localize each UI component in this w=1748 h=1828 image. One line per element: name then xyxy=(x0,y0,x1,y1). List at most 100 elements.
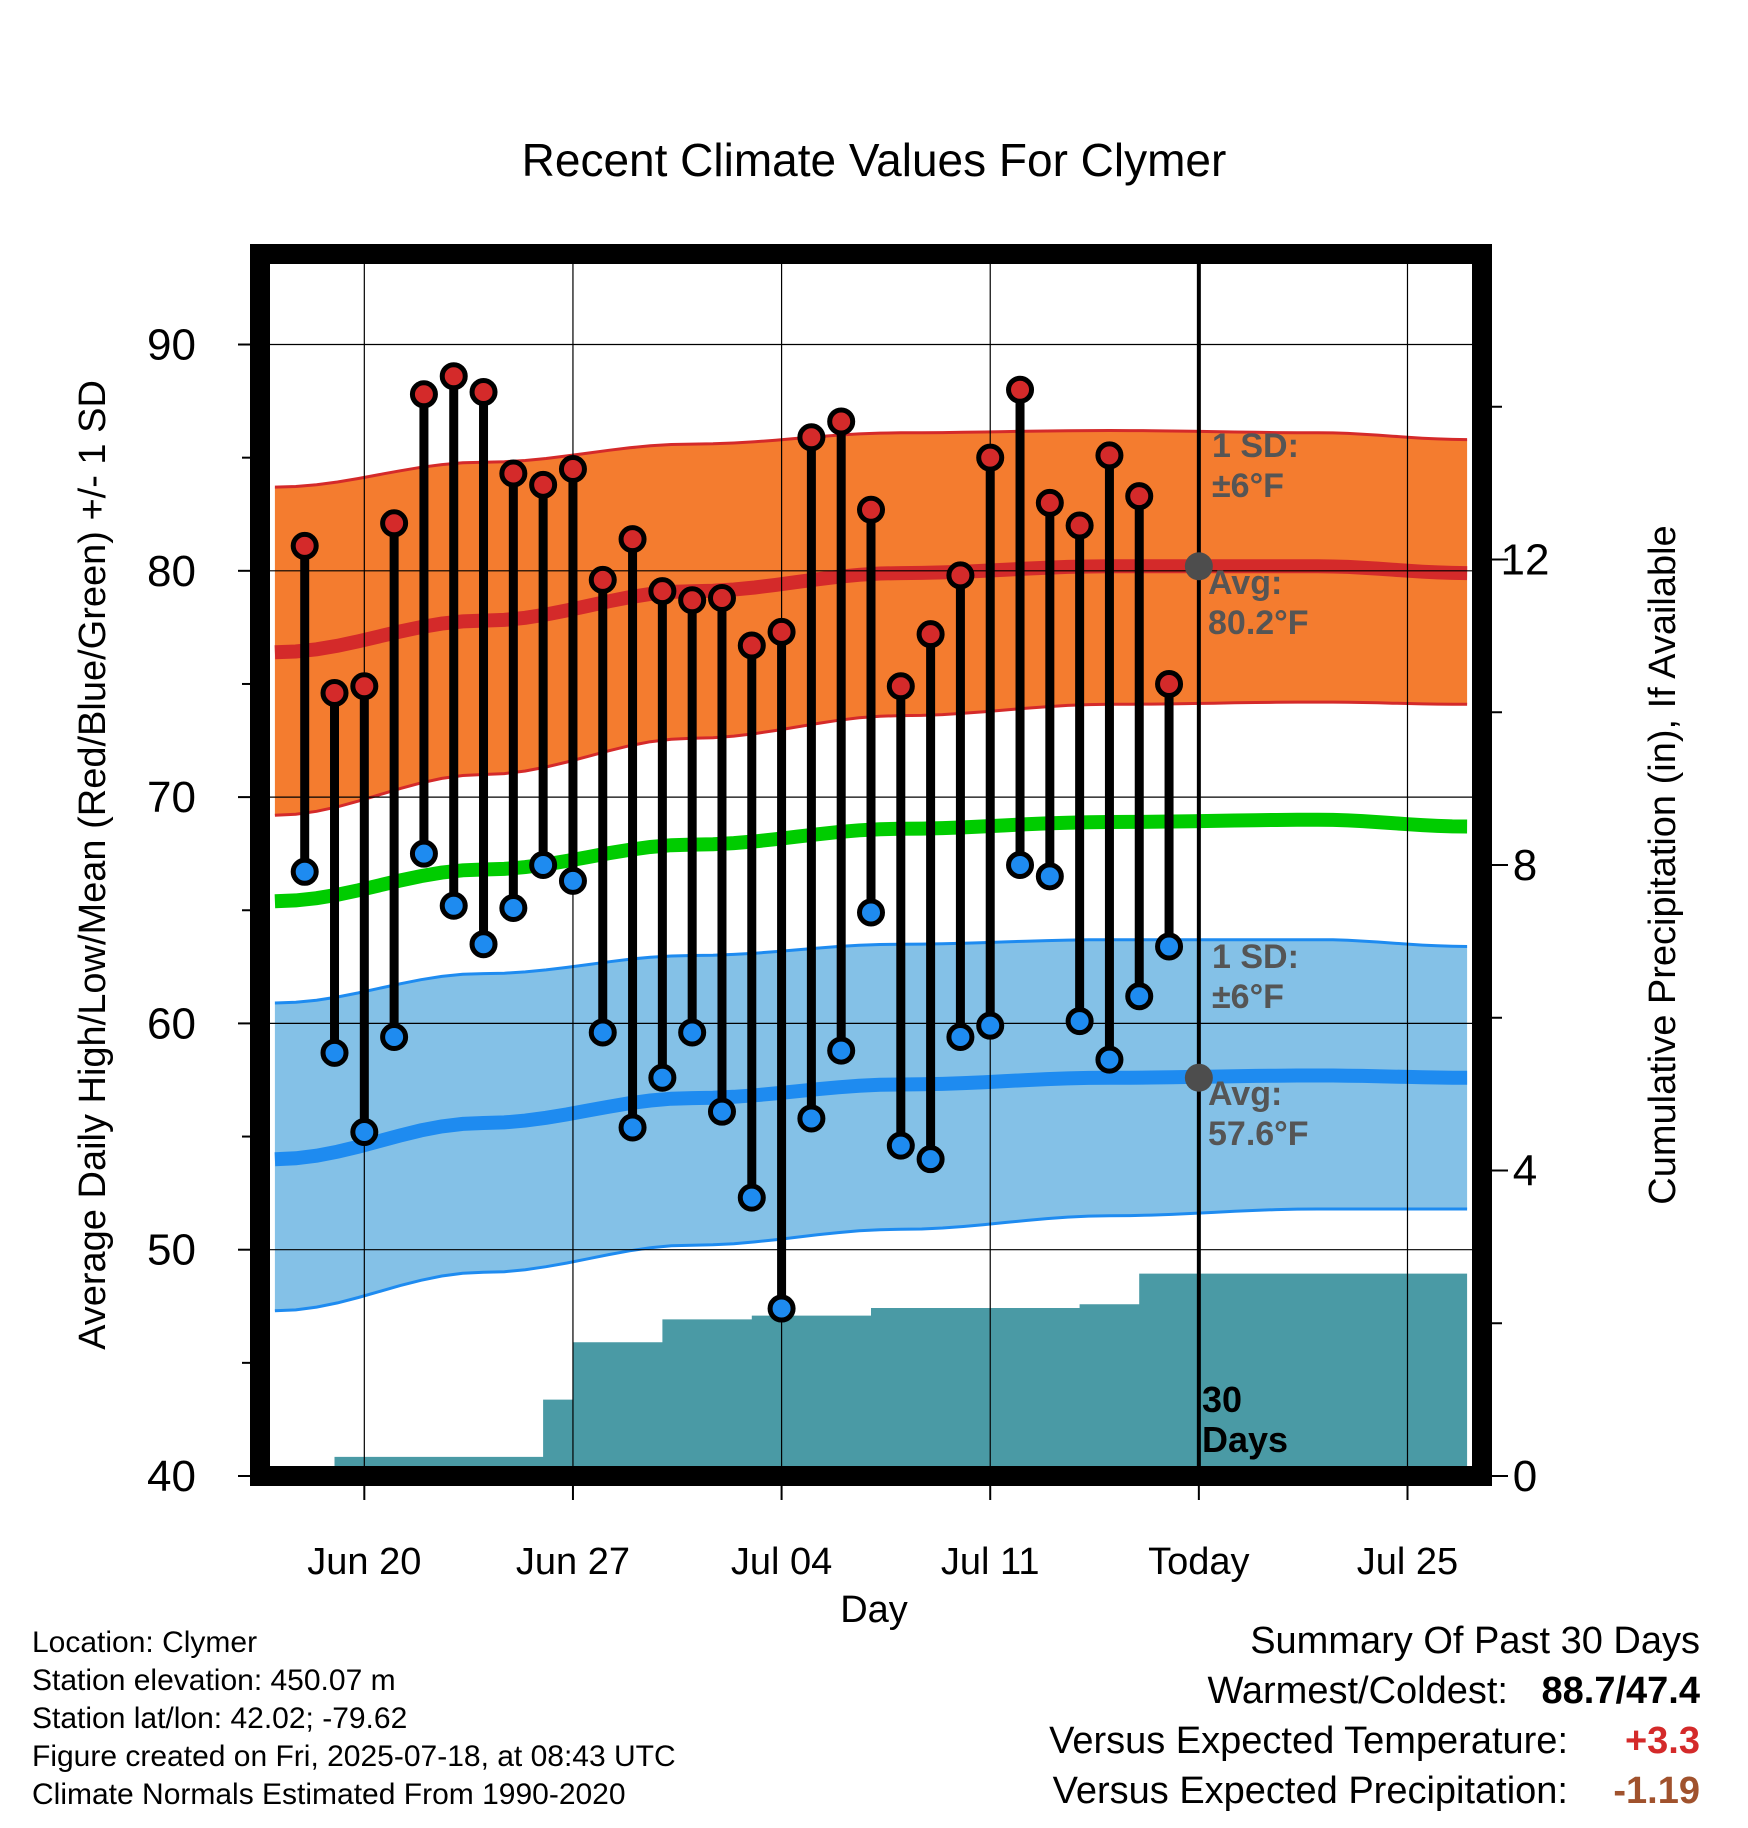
x-axis-label: Day xyxy=(840,1589,908,1631)
low-point xyxy=(499,893,528,922)
low-point xyxy=(1155,932,1184,961)
low-sd-lower-line xyxy=(274,1207,1468,1313)
low-point xyxy=(618,1113,647,1142)
high-point xyxy=(558,454,587,483)
low-point xyxy=(1035,862,1064,891)
y2-tick-label: 4 xyxy=(1513,1147,1537,1196)
high-point xyxy=(767,617,796,646)
low-point xyxy=(827,1036,856,1065)
y2-tick-label: 12 xyxy=(1501,536,1550,585)
y2-tick-label: 8 xyxy=(1513,841,1537,890)
y-axis-label: Average Daily High/Low/Mean (Red/Blue/Gr… xyxy=(72,380,114,1350)
high-sd-value: ±6°F xyxy=(1212,467,1284,505)
y-tick-label: 80 xyxy=(147,547,196,596)
high-point xyxy=(1095,441,1124,470)
high-point xyxy=(737,631,766,660)
low-point xyxy=(290,857,319,886)
low-sd-label: 1 SD: xyxy=(1212,938,1299,976)
low-point xyxy=(857,898,885,927)
high-point xyxy=(439,362,468,391)
info-elevation: Station elevation: 450.07 m xyxy=(32,1664,396,1697)
low-avg-value: 57.6°F xyxy=(1208,1115,1309,1153)
summary-precip-value: -1.19 xyxy=(1613,1770,1700,1812)
high-point xyxy=(976,443,1005,472)
low-point xyxy=(678,1018,707,1047)
low-point xyxy=(558,866,587,895)
low-point xyxy=(737,1183,766,1212)
window-label-number: 30 xyxy=(1202,1379,1242,1420)
low-point xyxy=(469,930,498,959)
high-point xyxy=(648,577,677,606)
high-point xyxy=(1155,669,1184,698)
high-point xyxy=(320,679,349,708)
y-tick-label: 90 xyxy=(147,321,196,370)
summary-title: Summary Of Past 30 Days xyxy=(1250,1620,1700,1662)
high-avg-value: 80.2°F xyxy=(1208,604,1309,642)
high-point xyxy=(1035,488,1064,517)
y2-tick-label: 0 xyxy=(1513,1452,1537,1501)
high-point xyxy=(707,583,736,612)
high-point xyxy=(857,495,885,524)
high-point xyxy=(678,586,707,615)
low-point xyxy=(409,839,438,868)
high-point xyxy=(529,470,558,499)
y-tick-label: 70 xyxy=(147,773,196,822)
high-point xyxy=(469,378,498,407)
high-point xyxy=(1065,511,1094,540)
high-point xyxy=(350,672,379,701)
low-point xyxy=(797,1104,826,1133)
low-point xyxy=(588,1018,617,1047)
low-avg-label: Avg: xyxy=(1208,1075,1282,1113)
x-tick-label: Jul 11 xyxy=(941,1541,1040,1583)
low-point xyxy=(529,851,558,879)
info-location: Location: Clymer xyxy=(32,1626,258,1659)
window-label-days: Days xyxy=(1202,1419,1288,1460)
high-point xyxy=(1125,482,1154,511)
y-tick-label: 60 xyxy=(147,999,196,1048)
low-point xyxy=(380,1022,409,1051)
high-point xyxy=(827,407,856,436)
high-avg-label: Avg: xyxy=(1208,564,1282,602)
summary-warm-cold-label: Warmest/Coldest: xyxy=(1207,1670,1508,1712)
today-high-avg-marker xyxy=(1184,552,1213,581)
low-point xyxy=(916,1145,945,1174)
low-point xyxy=(1095,1045,1124,1074)
x-tick-label: Jul 25 xyxy=(1357,1541,1458,1583)
low-point xyxy=(320,1038,349,1067)
summary-temp-value: +3.3 xyxy=(1624,1720,1700,1762)
y-tick-label: 50 xyxy=(147,1226,196,1275)
high-point xyxy=(499,459,528,488)
high-point xyxy=(1006,375,1035,404)
low-point xyxy=(767,1294,796,1323)
low-point xyxy=(350,1118,379,1147)
summary-warm-cold-value: 88.7/47.4 xyxy=(1541,1670,1700,1712)
low-point xyxy=(439,891,468,920)
low-sd-value: ±6°F xyxy=(1212,978,1284,1016)
low-point xyxy=(707,1097,736,1126)
low-point xyxy=(886,1131,915,1160)
low-point xyxy=(1065,1007,1094,1036)
high-point xyxy=(588,565,617,594)
high-point xyxy=(797,423,826,452)
precip-area xyxy=(274,1273,1468,1476)
high-point xyxy=(290,531,319,560)
info-created: Figure created on Fri, 2025-07-18, at 08… xyxy=(32,1740,676,1773)
info-normals: Climate Normals Estimated From 1990-2020 xyxy=(32,1778,626,1811)
low-point xyxy=(1006,851,1035,879)
high-point xyxy=(916,620,945,649)
x-tick-label: Today xyxy=(1148,1541,1249,1583)
y-tick-label: 40 xyxy=(147,1452,196,1501)
high-point xyxy=(618,525,647,554)
low-point xyxy=(648,1063,677,1092)
low-point xyxy=(946,1022,975,1051)
today-low-avg-marker xyxy=(1184,1063,1213,1092)
high-point xyxy=(409,380,438,409)
plot-frame xyxy=(250,244,1492,1486)
summary-precip-label: Versus Expected Precipitation: xyxy=(1052,1770,1568,1812)
x-tick-label: Jun 27 xyxy=(516,1541,630,1583)
x-tick-label: Jul 04 xyxy=(731,1541,832,1583)
high-sd-label: 1 SD: xyxy=(1212,427,1299,465)
x-tick-label: Jun 20 xyxy=(307,1541,421,1583)
info-latlon: Station lat/lon: 42.02; -79.62 xyxy=(32,1702,408,1735)
